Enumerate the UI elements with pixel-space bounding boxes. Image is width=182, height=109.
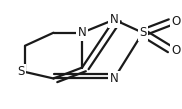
Text: O: O: [171, 15, 181, 28]
Text: S: S: [139, 26, 146, 39]
Text: S: S: [18, 65, 25, 78]
Text: O: O: [171, 44, 181, 57]
Text: N: N: [110, 72, 118, 85]
Text: N: N: [110, 13, 118, 26]
Text: N: N: [78, 26, 86, 39]
